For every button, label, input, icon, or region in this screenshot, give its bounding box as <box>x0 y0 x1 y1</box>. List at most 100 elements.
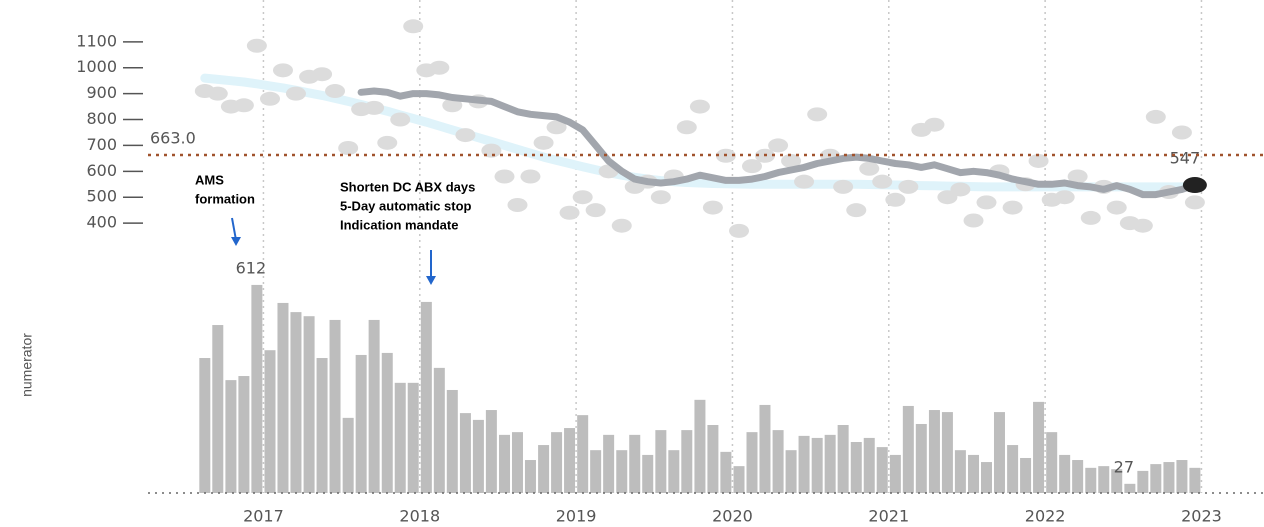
data-point <box>272 63 293 78</box>
data-point <box>260 91 281 106</box>
data-point <box>429 60 450 75</box>
bar <box>303 316 315 493</box>
data-point <box>689 99 710 114</box>
trend-line <box>200 73 1200 192</box>
data-point <box>729 223 750 238</box>
bar <box>837 425 849 493</box>
bar <box>329 319 341 493</box>
bar <box>1007 445 1019 493</box>
annotation-arrow-head <box>426 276 436 285</box>
data-point <box>442 98 463 113</box>
bar <box>1176 460 1188 493</box>
data-point <box>572 190 593 205</box>
moving-average-line <box>357 87 1199 199</box>
data-point <box>1171 125 1192 140</box>
data-point <box>833 179 854 194</box>
bar <box>616 450 628 493</box>
bar <box>850 442 862 493</box>
bar <box>590 450 602 493</box>
data-point <box>781 153 802 168</box>
data-point <box>1080 210 1101 225</box>
y-tick-label: 900 <box>86 83 117 102</box>
reference-label: 663.0 <box>150 129 196 148</box>
bar <box>1085 467 1097 493</box>
bar <box>902 405 914 493</box>
data-point <box>377 135 398 150</box>
y-axis-label: numerator <box>19 333 35 397</box>
data-point <box>963 213 984 228</box>
bar <box>733 466 745 493</box>
data-point <box>312 67 333 82</box>
data-point <box>533 135 554 150</box>
bar <box>564 428 576 493</box>
bar <box>707 425 719 493</box>
bar <box>577 415 589 493</box>
data-point <box>285 86 306 101</box>
data-point <box>1132 218 1153 233</box>
bar <box>407 382 419 493</box>
y-tick-label: 1100 <box>76 31 117 50</box>
data-point <box>338 141 359 156</box>
data-point <box>794 174 815 189</box>
numerator-panel: 2017 2018 2019 2020 2021 2022 2023 612 27 <box>148 258 1264 526</box>
data-point <box>611 218 632 233</box>
data-point <box>872 174 893 189</box>
data-point <box>325 84 346 99</box>
bar <box>420 301 432 493</box>
data-point <box>455 128 476 143</box>
y-tick-label: 1000 <box>76 57 117 76</box>
data-point <box>846 203 867 218</box>
bar <box>629 434 641 493</box>
grid-layer <box>262 0 1203 493</box>
bar <box>655 430 667 493</box>
data-point <box>937 190 958 205</box>
data-point <box>1054 190 1075 205</box>
data-point <box>546 120 567 135</box>
annotation-arrows <box>231 217 436 285</box>
annotation-line: Indication mandate <box>340 217 458 232</box>
end-point <box>1182 177 1207 194</box>
end-label: 547 <box>1170 149 1201 168</box>
data-point <box>507 197 528 212</box>
bar <box>551 432 563 493</box>
bar <box>251 284 263 493</box>
data-point <box>924 117 945 132</box>
y-tick-label: 400 <box>86 213 117 232</box>
bar <box>981 462 992 493</box>
y-tick-label: 500 <box>86 187 117 206</box>
bar <box>1163 462 1175 493</box>
bar <box>928 410 940 493</box>
bar <box>1098 466 1110 493</box>
data-point <box>233 98 254 113</box>
bar <box>459 413 471 493</box>
x-tick-label: 2023 <box>1181 507 1222 526</box>
data-point <box>585 203 606 218</box>
bar <box>511 432 523 493</box>
bar <box>342 417 354 493</box>
bar <box>993 412 1005 493</box>
data-point <box>1145 109 1166 124</box>
bar <box>824 434 836 493</box>
data-point <box>1002 200 1023 215</box>
annotation-line: 5-Day automatic stop <box>340 198 472 213</box>
data-point <box>390 112 411 127</box>
annotation-arrow-head <box>231 237 241 246</box>
bar <box>772 430 784 493</box>
data-point <box>768 138 789 153</box>
bar <box>1189 467 1201 493</box>
bar <box>668 450 680 493</box>
bar <box>316 358 328 493</box>
bar <box>1150 464 1162 493</box>
bar <box>290 312 302 493</box>
bar <box>798 435 810 493</box>
bar <box>681 430 693 493</box>
bar <box>603 434 615 493</box>
data-point <box>520 169 541 184</box>
data-point <box>650 190 671 205</box>
bar <box>1137 470 1149 493</box>
bar <box>785 450 797 493</box>
bar <box>876 447 888 493</box>
bar <box>499 434 511 493</box>
data-point <box>364 100 385 115</box>
bar <box>720 451 732 493</box>
